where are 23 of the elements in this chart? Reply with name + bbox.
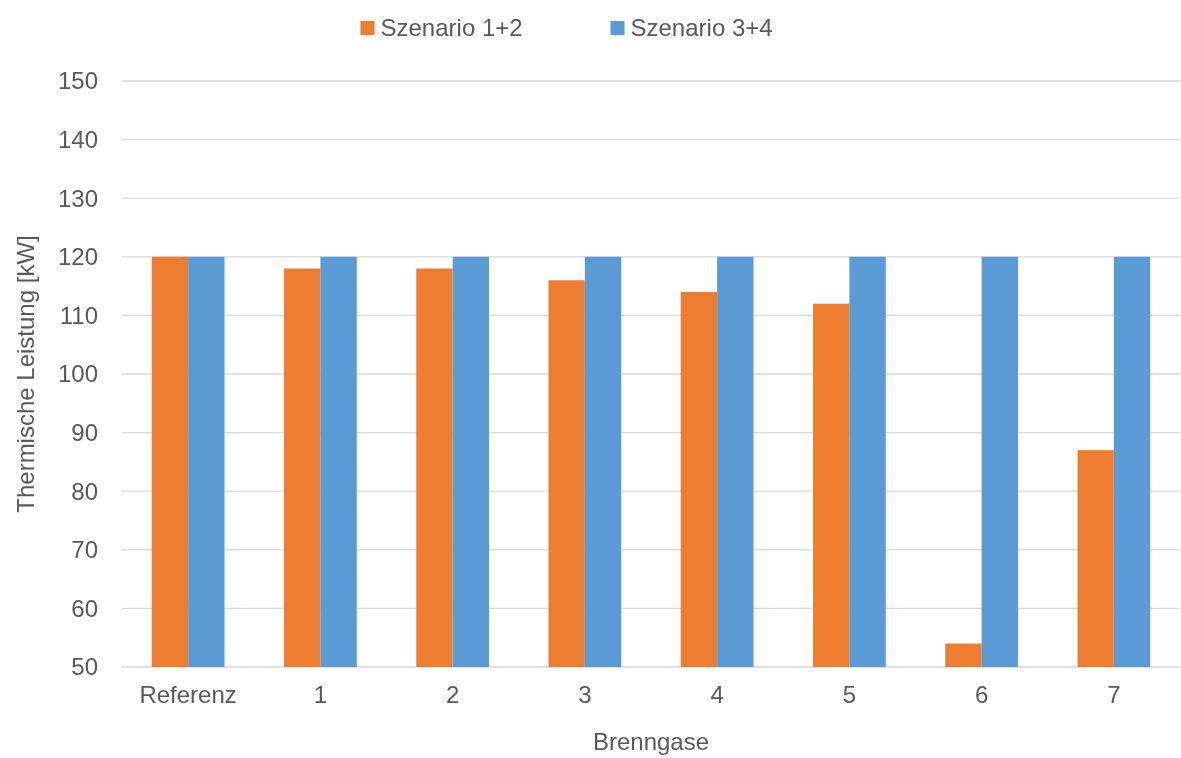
x-tick-label: 6 [974,681,989,708]
y-tick-label: 150 [57,67,98,95]
x-tick-label: 1 [313,681,328,708]
x-tick-label: 4 [710,681,724,708]
x-tick-label: 2 [445,681,460,708]
x-tick-label: Referenz [139,681,237,708]
y-tick-label: 50 [71,653,98,681]
y-tick-label: 90 [71,419,98,446]
y-tick-label: 70 [71,536,98,564]
y-tick-label: 110 [59,301,98,329]
legend-label: Szenario 1+2 [380,14,523,42]
y-tick-label: 60 [71,594,98,622]
y-tick-label: 100 [57,360,98,388]
y-tick-label: 130 [57,184,98,212]
x-tick-label: 3 [578,681,592,708]
y-tick-label: 140 [57,126,98,153]
y-tick-label: 80 [71,477,98,505]
x-tick-label: 5 [842,681,857,708]
x-axis-title: Brenngase [592,728,710,755]
y-axis-title: Thermische Leistung [kW] [12,235,39,513]
x-tick-label: 7 [1107,681,1121,708]
legend-label: Szenario 3+4 [630,14,773,42]
y-tick-label: 120 [57,243,98,271]
